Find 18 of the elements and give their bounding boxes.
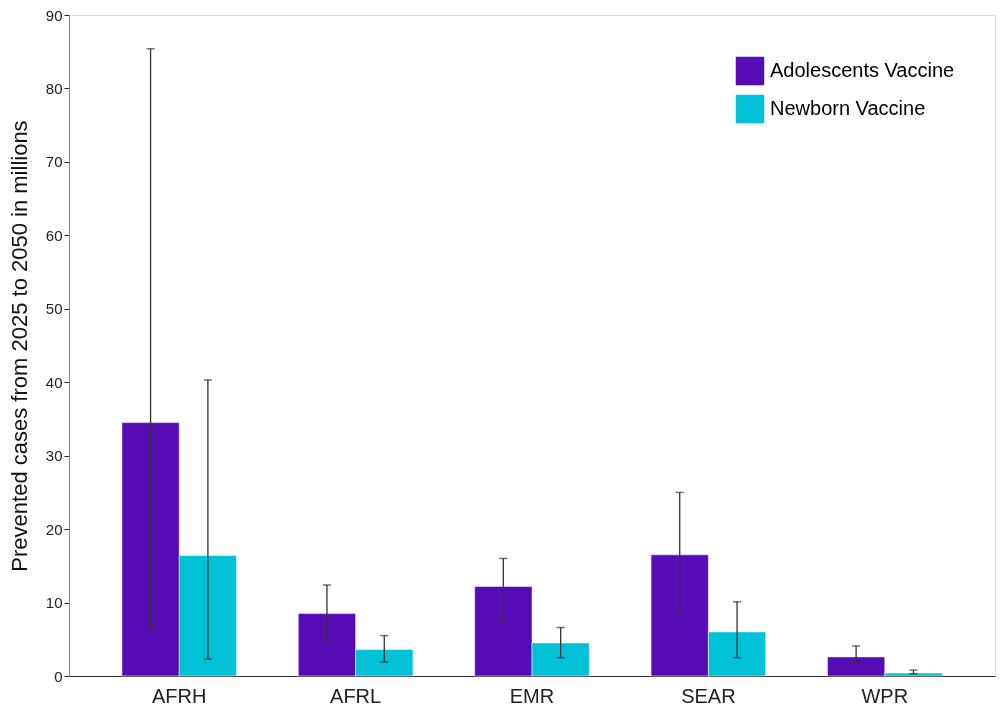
y-axis-title: Prevented cases from 2025 to 2050 in millions xyxy=(6,120,32,572)
y-tick-label: 80 xyxy=(45,79,63,97)
x-tick-label: AFRL xyxy=(330,684,382,707)
legend-label: Newborn Vaccine xyxy=(770,97,926,119)
y-tick-label: 40 xyxy=(45,373,63,391)
y-tick-label: 50 xyxy=(45,300,63,318)
legend-label: Adolescents Vaccine xyxy=(770,59,955,81)
y-tick-label: 10 xyxy=(45,594,63,612)
y-tick-label: 20 xyxy=(45,520,63,538)
x-tick-label: AFRH xyxy=(152,684,207,707)
x-tick-label: EMR xyxy=(509,684,555,707)
y-tick-label: 30 xyxy=(45,447,63,465)
x-tick-label: SEAR xyxy=(681,684,736,707)
y-tick-label: 90 xyxy=(45,6,63,24)
y-tick-label: 0 xyxy=(54,667,63,685)
y-tick-label: 70 xyxy=(45,153,63,171)
y-tick-label: 60 xyxy=(45,226,63,244)
x-tick-label: WPR xyxy=(861,684,909,707)
